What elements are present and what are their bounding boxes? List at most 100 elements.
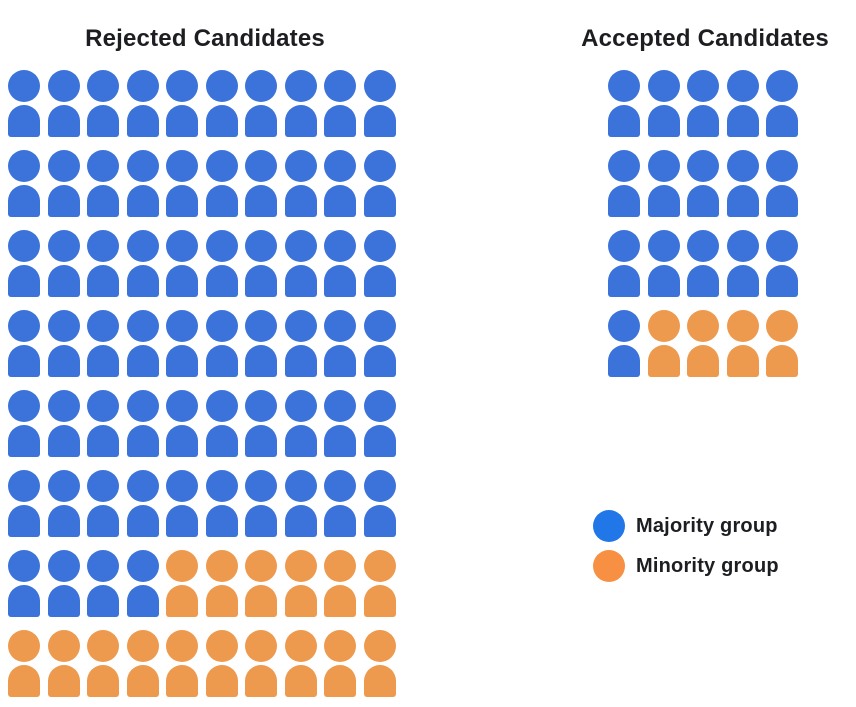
person-icon-majority [126,70,159,137]
person-head [47,630,80,662]
person-body [8,585,40,617]
person-head [205,390,238,422]
person-head [766,150,798,182]
accepted-candidates-grid [608,70,798,377]
person-body [8,185,40,217]
person-head [608,230,640,262]
person-head [245,230,277,262]
person-body [284,585,317,617]
person-head [87,70,119,102]
person-icon-majority [363,470,396,537]
person-body [245,345,277,377]
person-icon-majority [687,150,719,217]
person-body [245,425,277,457]
person-head [126,470,159,502]
person-body [726,265,759,297]
person-head [726,150,759,182]
person-body [324,585,356,617]
legend-item-minority: Minority group [593,550,779,582]
person-body [205,105,238,137]
person-head [284,470,317,502]
person-head [205,230,238,262]
person-body [87,265,119,297]
person-head [205,310,238,342]
person-head [47,150,80,182]
person-body [126,105,159,137]
person-body [766,265,798,297]
person-icon-majority [324,70,356,137]
person-head [647,70,680,102]
person-icon-majority [126,230,159,297]
majority-group-swatch-icon [593,510,625,542]
person-head [205,630,238,662]
person-body [324,665,356,697]
person-head [647,230,680,262]
person-icon-majority [87,390,119,457]
person-body [205,505,238,537]
person-icon-majority [324,390,356,457]
person-icon-majority [766,230,798,297]
person-icon-majority [363,310,396,377]
person-icon-majority [8,150,40,217]
person-icon-majority [284,150,317,217]
person-icon-majority [8,390,40,457]
person-body [126,265,159,297]
person-icon-majority [205,310,238,377]
person-head [363,150,396,182]
person-head [284,630,317,662]
person-head [687,310,719,342]
person-body [245,265,277,297]
person-icon-majority [608,310,640,377]
person-head [608,150,640,182]
person-icon-majority [608,150,640,217]
person-head [245,470,277,502]
person-head [47,310,80,342]
person-icon-majority [87,310,119,377]
person-head [87,550,119,582]
minority-group-swatch-icon [593,550,625,582]
person-icon-minority [324,550,356,617]
person-icon-minority [8,630,40,697]
person-head [284,550,317,582]
person-head [608,310,640,342]
person-body [284,665,317,697]
person-body [647,185,680,217]
legend: Majority group Minority group [593,510,779,582]
person-body [363,265,396,297]
person-head [47,70,80,102]
person-head [8,150,40,182]
person-icon-majority [324,310,356,377]
person-icon-majority [363,230,396,297]
legend-item-majority: Majority group [593,510,779,542]
person-body [363,665,396,697]
person-body [47,425,80,457]
person-body [284,345,317,377]
person-icon-minority [284,630,317,697]
person-head [126,550,159,582]
person-icon-majority [726,150,759,217]
person-head [87,150,119,182]
person-body [166,345,198,377]
person-head [166,150,198,182]
person-head [324,550,356,582]
person-head [8,550,40,582]
person-icon-minority [245,630,277,697]
person-body [166,265,198,297]
person-head [166,550,198,582]
person-head [284,310,317,342]
person-head [245,630,277,662]
person-body [363,345,396,377]
person-body [166,665,198,697]
person-icon-majority [726,230,759,297]
person-body [687,345,719,377]
person-body [284,505,317,537]
person-icon-majority [363,150,396,217]
person-body [166,505,198,537]
person-icon-majority [126,470,159,537]
person-body [126,665,159,697]
person-body [687,185,719,217]
person-body [284,185,317,217]
person-body [726,185,759,217]
person-body [726,105,759,137]
person-icon-majority [8,550,40,617]
